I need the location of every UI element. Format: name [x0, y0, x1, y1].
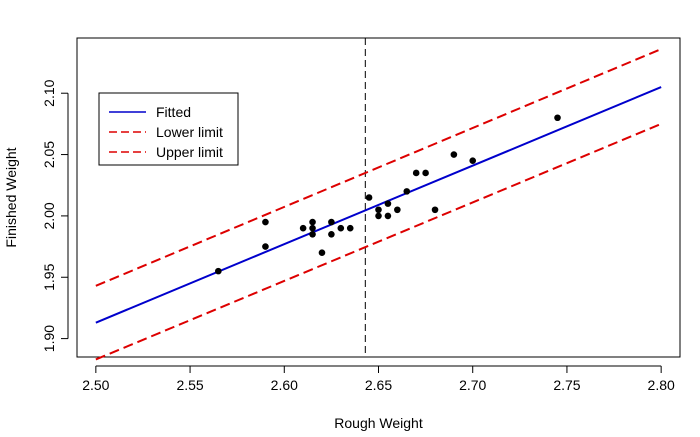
series-lines [95, 48, 662, 361]
data-point [412, 169, 420, 177]
y-tick-label: 2.05 [41, 141, 57, 168]
data-point [215, 267, 222, 275]
x-tick-label: 2.60 [271, 377, 298, 393]
plot-frame [76, 37, 681, 358]
data-point [365, 194, 373, 201]
lower-limit-line [95, 122, 662, 361]
y-tick-label: 1.95 [41, 263, 57, 290]
fitted-line [95, 86, 662, 324]
legend-label-lower-limit: Lower limit [156, 124, 223, 140]
data-point [309, 218, 316, 226]
data-point [422, 169, 429, 177]
data-point [318, 249, 326, 257]
data-points [215, 114, 561, 275]
y-axis-label: Finished Weight [3, 147, 19, 247]
data-point [554, 114, 561, 122]
data-point [469, 157, 477, 164]
upper-limit-line [95, 48, 662, 287]
data-point [309, 224, 316, 232]
data-point [337, 224, 345, 232]
data-point [375, 212, 382, 220]
data-point [394, 206, 401, 214]
x-tick-label: 2.70 [459, 377, 486, 393]
data-point [262, 243, 269, 250]
legend-label-fitted: Fitted [156, 104, 191, 120]
y-tick-label: 1.90 [41, 325, 57, 352]
data-point [384, 212, 392, 220]
x-tick-label: 2.50 [82, 377, 109, 393]
data-point [375, 206, 382, 214]
data-point [384, 200, 392, 207]
legend-label-upper-limit: Upper limit [156, 144, 223, 160]
data-point [346, 224, 354, 232]
x-axis-label: Rough Weight [334, 415, 423, 431]
data-point [262, 218, 269, 226]
x-tick-label: 2.80 [648, 377, 675, 393]
data-point [309, 231, 316, 238]
data-point [431, 206, 439, 214]
y-axis-ticks: 1.90 1.95 2.00 2.05 2.10 [41, 79, 68, 352]
data-point [328, 218, 335, 226]
legend-box [98, 92, 239, 166]
data-point [299, 224, 307, 232]
x-axis-ticks: 2.50 2.55 2.60 2.65 2.70 2.75 2.80 [82, 366, 675, 393]
data-point [403, 188, 411, 195]
data-point [328, 231, 335, 238]
x-tick-label: 2.75 [553, 377, 580, 393]
data-point [450, 151, 458, 158]
x-tick-label: 2.55 [176, 377, 203, 393]
y-tick-label: 2.10 [41, 79, 57, 106]
y-tick-label: 2.00 [41, 202, 57, 229]
x-tick-label: 2.65 [365, 377, 392, 393]
legend: Fitted Lower limit Upper limit [98, 92, 239, 166]
